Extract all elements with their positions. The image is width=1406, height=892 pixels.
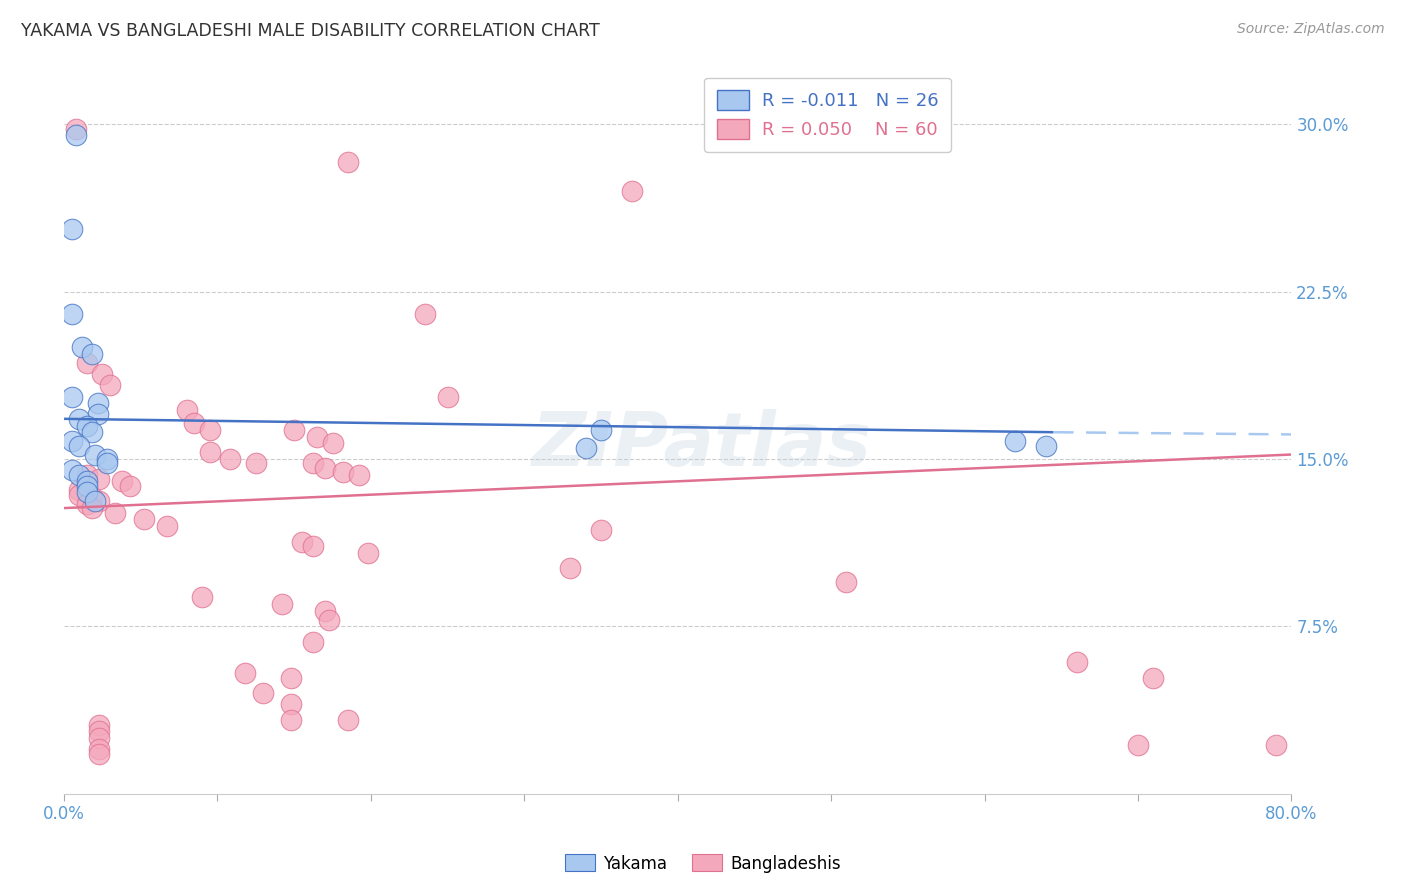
Point: [301, 635, 323, 649]
Legend: R = -0.011   N = 26, R = 0.050    N = 60: R = -0.011 N = 26, R = 0.050 N = 60: [704, 78, 950, 152]
Point: [283, 423, 305, 437]
Point: [301, 457, 323, 471]
Point: [67, 488, 90, 502]
Point: [89, 742, 111, 756]
Point: [111, 475, 134, 489]
Point: [87, 396, 110, 410]
Point: [436, 390, 458, 404]
Point: [118, 479, 141, 493]
Point: [413, 307, 436, 321]
Point: [1142, 671, 1164, 685]
Point: [87, 408, 110, 422]
Point: [1265, 738, 1288, 752]
Point: [245, 457, 267, 471]
Point: [80, 501, 103, 516]
Point: [336, 713, 359, 727]
Point: [89, 472, 111, 486]
Point: [80, 425, 103, 440]
Point: [132, 512, 155, 526]
Point: [80, 347, 103, 361]
Point: [835, 574, 858, 589]
Point: [60, 434, 83, 449]
Point: [1126, 738, 1149, 752]
Point: [280, 671, 302, 685]
Point: [252, 686, 274, 700]
Point: [83, 448, 105, 462]
Point: [589, 423, 612, 437]
Point: [336, 155, 359, 169]
Point: [347, 467, 370, 482]
Point: [322, 436, 344, 450]
Point: [83, 494, 105, 508]
Point: [332, 466, 354, 480]
Legend: Yakama, Bangladeshis: Yakama, Bangladeshis: [558, 847, 848, 880]
Point: [1066, 655, 1088, 669]
Point: [104, 506, 127, 520]
Point: [91, 368, 114, 382]
Point: [233, 666, 256, 681]
Point: [76, 485, 98, 500]
Point: [89, 494, 111, 508]
Point: [67, 439, 90, 453]
Point: [291, 534, 314, 549]
Point: [67, 412, 90, 426]
Point: [76, 418, 98, 433]
Text: Source: ZipAtlas.com: Source: ZipAtlas.com: [1237, 22, 1385, 37]
Point: [76, 356, 98, 370]
Point: [65, 128, 87, 143]
Point: [176, 403, 198, 417]
Point: [575, 441, 598, 455]
Point: [67, 483, 90, 498]
Point: [280, 713, 302, 727]
Point: [89, 717, 111, 731]
Point: [318, 613, 340, 627]
Point: [280, 698, 302, 712]
Point: [96, 452, 118, 467]
Point: [301, 539, 323, 553]
Point: [67, 467, 90, 482]
Point: [1035, 439, 1057, 453]
Point: [270, 597, 292, 611]
Point: [89, 747, 111, 761]
Point: [60, 307, 83, 321]
Point: [76, 467, 98, 482]
Point: [89, 724, 111, 739]
Point: [198, 445, 221, 459]
Point: [76, 479, 98, 493]
Point: [357, 546, 380, 560]
Point: [218, 452, 240, 467]
Point: [98, 378, 121, 392]
Point: [60, 390, 83, 404]
Point: [589, 524, 612, 538]
Point: [60, 222, 83, 236]
Point: [60, 463, 83, 477]
Point: [560, 561, 582, 575]
Point: [307, 430, 329, 444]
Point: [65, 121, 87, 136]
Point: [1004, 434, 1026, 449]
Point: [191, 591, 214, 605]
Point: [89, 731, 111, 745]
Text: YAKAMA VS BANGLADESHI MALE DISABILITY CORRELATION CHART: YAKAMA VS BANGLADESHI MALE DISABILITY CO…: [21, 22, 600, 40]
Point: [80, 490, 103, 504]
Point: [72, 340, 94, 354]
Text: ZIPatlas: ZIPatlas: [533, 409, 872, 482]
Point: [314, 461, 336, 475]
Point: [76, 475, 98, 489]
Point: [183, 417, 205, 431]
Point: [96, 457, 118, 471]
Point: [156, 519, 179, 533]
Point: [198, 423, 221, 437]
Point: [314, 604, 336, 618]
Point: [620, 184, 643, 198]
Point: [76, 497, 98, 511]
